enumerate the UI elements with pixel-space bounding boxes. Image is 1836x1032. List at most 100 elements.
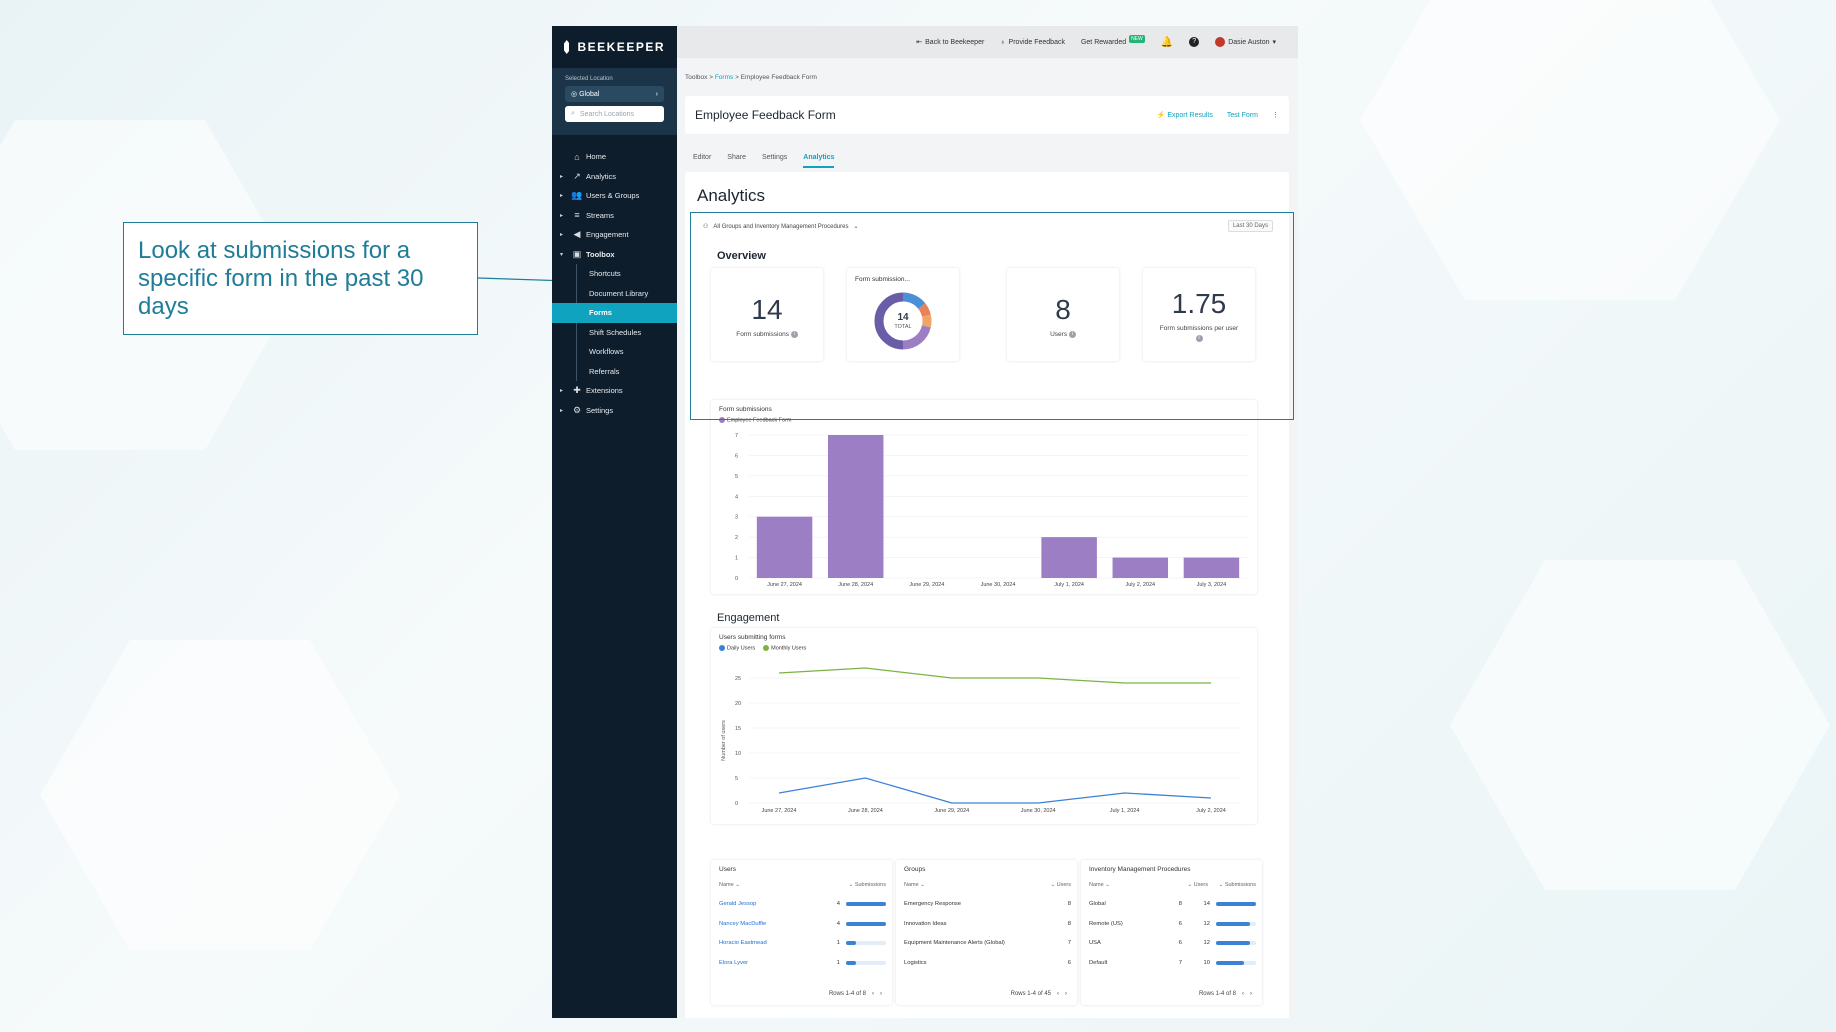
chevron-right-icon[interactable]: › [1065,991,1067,997]
chevron-left-icon[interactable]: ‹ [1242,991,1244,997]
table-row: Logistics 6 [904,957,1071,969]
tab-settings[interactable]: Settings [761,154,788,161]
sidebar-item-forms[interactable]: Forms [552,303,677,323]
bar[interactable] [1183,557,1240,578]
kpi-users: 8 Users i [1007,268,1119,361]
chevron-right-icon[interactable]: › [1250,991,1252,997]
row-name[interactable]: Horacio Eastmead [719,940,767,946]
get-rewarded-link[interactable]: Get Rewarded NEW [1081,35,1145,46]
row-bar-fill [846,921,886,926]
bar[interactable] [1112,557,1169,578]
sidebar-item-streams[interactable]: ▸ ≡ Streams [552,206,677,226]
date-range-button[interactable]: Last 30 Days [1227,220,1273,232]
col-name[interactable]: Name ⌄ [1089,882,1110,888]
location-selector[interactable]: ◎ Global › [565,86,664,102]
notifications-button[interactable]: 🔔 [1161,37,1173,48]
series-line[interactable] [778,667,1211,684]
provide-feedback-link[interactable]: ♁ Provide Feedback [1000,39,1065,46]
sidebar-item-workflows[interactable]: Workflows [552,342,677,362]
sidebar-item-shortcuts[interactable]: Shortcuts [552,264,677,284]
sidebar-item-shift-schedules[interactable]: Shift Schedules [552,323,677,343]
donut-slice[interactable] [874,292,904,350]
row-name: Global [1089,901,1106,907]
chart-title: Form submissions [719,406,772,413]
sidebar-item-settings[interactable]: ▸ ⚙ Settings [552,401,677,421]
info-icon[interactable]: i [1068,330,1076,338]
legend-item[interactable]: Monthly Users [763,645,806,651]
users-table: Users Name ⌄ ⌄ Submissions Gerald Jessop 4… [711,860,892,1005]
donut-slice[interactable] [902,292,926,310]
col-label: Name [719,882,734,888]
kpi-donut: Form submission... 14 TOTAL [847,268,959,361]
tab-share[interactable]: Share [727,154,746,161]
row-value: 1 [836,940,840,946]
sidebar-item-engagement[interactable]: ▸ ◀ Engagement [552,225,677,245]
bar-chart-svg: 0 1 2 3 4 5 6 7 June 27, 2024 June 28, 2024 June 2… [735,433,1247,588]
row-name[interactable]: Gerald Jessop [719,901,757,907]
more-menu-icon[interactable]: ⋮ [1272,112,1279,119]
sidebar-item-document-library[interactable]: Document Library [552,284,677,304]
col-label: Name [904,882,919,888]
back-to-beekeeper-link[interactable]: ⇤ Back to Beekeeper [916,38,984,47]
analytics-icon: ↗ [573,170,581,181]
user-menu[interactable]: Dasie Auston ▾ [1215,37,1276,47]
legend-label: Monthly Users [771,645,807,652]
chevron-left-icon[interactable]: ‹ [872,991,874,997]
sidebar-item-extensions[interactable]: ▸ ✚ Extensions [552,381,677,401]
y-tick-label: 10 [735,751,741,757]
location-search[interactable]: ⌕ Search Locations [565,106,664,122]
sidebar-item-referrals[interactable]: Referrals [552,362,677,382]
donut-slice[interactable] [921,314,932,328]
bar[interactable] [827,435,884,578]
bar[interactable] [756,516,813,578]
sidebar-item-home[interactable]: ⌂ Home [552,147,677,167]
donut-slice[interactable] [918,303,931,317]
row-name[interactable]: Elora Lyver [719,959,749,966]
chevron-right-icon[interactable]: › [880,991,882,997]
donut-total: 14 [897,312,909,323]
brand-logo[interactable]: BEEKEEPER [552,26,677,68]
legend-item[interactable]: Employee Feedback Form [719,417,792,423]
tab-editor[interactable]: Editor [693,154,712,161]
tab-analytics[interactable]: Analytics [803,154,835,168]
col-users[interactable]: ⌄ Users [1050,882,1071,888]
legend-item[interactable]: Daily Users [719,645,755,651]
row-value: 4 [836,901,840,907]
inventory-table: Inventory Management Procedures Name ⌄ ⌄ … [1081,860,1262,1005]
sidebar-item-analytics[interactable]: ▸ ↗ Analytics [552,167,677,187]
home-icon: ⌂ [574,151,580,162]
line-chart-svg: 0 5 10 15 20 25 Number of users June 27, 2024 Ju… [721,667,1241,814]
test-form-button[interactable]: Test Form [1226,111,1258,119]
donut-slice[interactable] [902,325,931,350]
x-tick-label: June 30, 2024 [981,582,1016,588]
col-users[interactable]: ⌄ Users [1187,882,1208,888]
series-line[interactable] [778,777,1212,804]
kpi-form-submissions: 14 Form submissions i [711,268,823,361]
row-bar [1216,921,1256,926]
help-button[interactable]: ? [1189,37,1200,47]
sidebar-item-label: Referrals [589,366,620,376]
breadcrumb-forms[interactable]: Forms [714,74,734,81]
export-results-button[interactable]: ⚡ Export Results [1157,111,1213,119]
row-name[interactable]: Nancey MacDuffie [719,920,767,927]
tab-bar: Editor Share Settings Analytics [693,154,835,168]
col-name[interactable]: Name ⌄ [719,882,740,888]
x-tick-label: June 28, 2024 [838,582,873,588]
table-row: Horacio Eastmead 1 [719,937,886,949]
row-bar [846,902,886,906]
y-tick-label: 5 [735,474,738,480]
col-submissions[interactable]: ⌄ Submissions [1218,882,1256,888]
row-value: 7 [1067,940,1071,946]
col-name[interactable]: Name ⌄ [904,882,925,888]
chevron-left-icon[interactable]: ‹ [1057,991,1059,997]
sidebar-item-users-groups[interactable]: ▸ 👥 Users & Groups [552,186,677,206]
col-submissions[interactable]: ⌄ Submissions [848,882,886,888]
breadcrumb-toolbox[interactable]: Toolbox [685,74,708,81]
sidebar-item-toolbox[interactable]: ▾ ▣ Toolbox [552,245,677,265]
bar[interactable] [1041,537,1097,578]
group-filter-dropdown[interactable]: ⚇ All Groups and Inventory Management Pr… [697,218,893,235]
row-bar-fill [1216,941,1251,945]
info-icon[interactable]: i [790,330,798,338]
info-icon[interactable]: i [1195,334,1203,342]
analytics-card: Analytics ⚇ All Groups and Inventory Man… [685,172,1289,1018]
